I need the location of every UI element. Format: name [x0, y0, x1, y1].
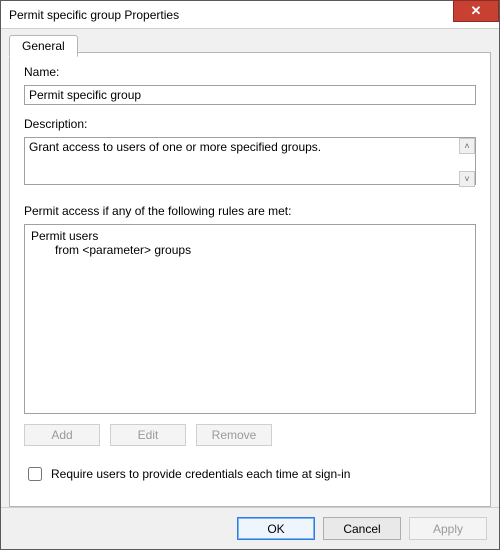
apply-button[interactable]: Apply — [409, 517, 487, 540]
close-button[interactable]: ✕ — [453, 0, 499, 22]
titlebar: Permit specific group Properties ✕ — [1, 1, 499, 29]
chevron-up-icon: ˄ — [464, 141, 469, 151]
description-input[interactable] — [24, 137, 476, 185]
description-wrap: ˄ ˅ — [24, 137, 476, 188]
tabstrip: General — [1, 29, 499, 53]
add-button[interactable]: Add — [24, 424, 100, 446]
tab-panel-general: Name: Description: ˄ ˅ Permit access if … — [9, 53, 491, 507]
cancel-button[interactable]: Cancel — [323, 517, 401, 540]
remove-button[interactable]: Remove — [196, 424, 272, 446]
scroll-down-button[interactable]: ˅ — [459, 171, 475, 187]
require-credentials-checkbox[interactable] — [28, 467, 42, 481]
name-input[interactable] — [24, 85, 476, 105]
require-credentials-label: Require users to provide credentials eac… — [51, 467, 350, 481]
dialog-footer: OK Cancel Apply — [1, 507, 499, 549]
rule-line-2[interactable]: from <parameter> groups — [31, 243, 469, 257]
tab-general[interactable]: General — [9, 35, 78, 57]
tab-underline — [9, 52, 491, 53]
rules-listbox[interactable]: Permit users from <parameter> groups — [24, 224, 476, 414]
rules-button-row: Add Edit Remove — [24, 424, 476, 446]
description-scrollbar: ˄ ˅ — [459, 138, 475, 187]
description-label: Description: — [24, 117, 476, 131]
window-title: Permit specific group Properties — [9, 8, 179, 22]
edit-button[interactable]: Edit — [110, 424, 186, 446]
ok-button[interactable]: OK — [237, 517, 315, 540]
close-icon: ✕ — [471, 3, 482, 19]
rules-header-label: Permit access if any of the following ru… — [24, 204, 476, 218]
chevron-down-icon: ˅ — [464, 174, 469, 184]
scroll-up-button[interactable]: ˄ — [459, 138, 475, 154]
dialog-window: Permit specific group Properties ✕ Gener… — [0, 0, 500, 550]
name-label: Name: — [24, 65, 476, 79]
rule-line-1[interactable]: Permit users — [31, 229, 469, 243]
require-credentials-row[interactable]: Require users to provide credentials eac… — [24, 464, 476, 484]
